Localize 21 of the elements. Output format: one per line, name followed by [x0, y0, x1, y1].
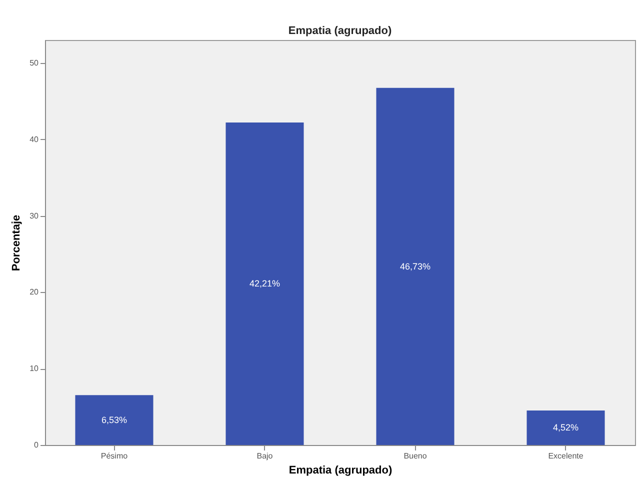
y-tick-label: 50 [30, 58, 40, 68]
x-tick-label: Bajo [256, 452, 274, 460]
data-label: 4,52% [553, 422, 579, 433]
x-tick-label: Excelente [548, 452, 584, 460]
y-tick-label: 30 [30, 211, 40, 220]
bar [526, 410, 605, 445]
data-label: 6,53% [101, 415, 127, 426]
data-label: 46,73% [400, 261, 431, 272]
x-axis-title: Empatia (agrupado) [288, 464, 392, 476]
y-tick-label: 0 [34, 440, 40, 450]
y-tick-label: 20 [30, 288, 40, 297]
y-axis-title: Porcentaje [10, 214, 23, 272]
x-tick-label: Bueno [404, 452, 428, 460]
bar [75, 395, 154, 445]
data-label: 42,21% [249, 278, 280, 289]
bar [376, 88, 454, 445]
bar [226, 122, 304, 445]
y-tick-label: 10 [30, 364, 40, 374]
chart-title: Empatia (agrupado) [288, 25, 392, 37]
y-tick-label: 40 [30, 134, 40, 144]
x-tick-label: Pésimo [100, 452, 128, 460]
